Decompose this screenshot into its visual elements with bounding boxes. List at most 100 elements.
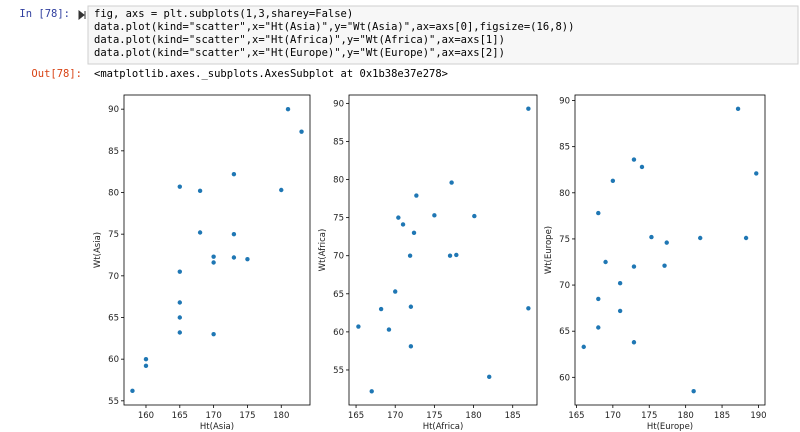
y-tick-label: 70 xyxy=(559,281,570,291)
scatter-point xyxy=(245,256,250,262)
scatter-point xyxy=(197,230,203,235)
y-tick-label: 70 xyxy=(108,272,119,282)
scatter-point xyxy=(631,264,637,269)
scatter-point xyxy=(639,164,645,170)
x-tick-label: 165 xyxy=(172,411,188,421)
y-axis-label: Wt(Asia) xyxy=(93,232,103,268)
scatter-point xyxy=(414,193,419,198)
x-tick-label: 175 xyxy=(239,411,255,421)
scatter-point xyxy=(279,187,284,193)
scatter-point xyxy=(197,188,203,194)
scatter-point xyxy=(177,300,182,305)
x-tick-label: 170 xyxy=(387,411,403,421)
y-tick-label: 85 xyxy=(559,143,570,153)
y-axis-label: Wt(Africa) xyxy=(318,229,328,272)
scatter-point xyxy=(631,340,637,345)
scatter-point xyxy=(143,356,149,362)
scatter-point xyxy=(231,171,237,177)
y-tick-label: 80 xyxy=(108,189,119,199)
scatter-point xyxy=(526,306,531,311)
y-tick-label: 55 xyxy=(333,366,344,376)
axes-frame xyxy=(574,94,766,406)
y-tick-label: 60 xyxy=(559,373,570,383)
y-tick-label: 75 xyxy=(333,214,344,224)
scatter-point xyxy=(408,304,414,309)
axes-frame xyxy=(348,94,538,406)
scatter-point xyxy=(143,363,149,369)
scatter-point xyxy=(610,178,616,184)
y-tick-label: 55 xyxy=(108,397,119,407)
scatter-point xyxy=(698,235,703,241)
axes-frame xyxy=(123,94,311,406)
run-icon[interactable] xyxy=(78,9,86,21)
code-cell xyxy=(87,5,799,65)
x-tick-label: 185 xyxy=(714,411,730,421)
y-tick-label: 75 xyxy=(559,235,570,245)
code-line: data.plot(kind="scatter",x="Ht(Africa)",… xyxy=(94,34,505,46)
scatter-point xyxy=(130,388,135,394)
y-axis-label: Wt(Europe) xyxy=(544,226,554,274)
scatter-point xyxy=(231,255,237,260)
scatter-point xyxy=(596,296,601,302)
x-tick-label: 170 xyxy=(605,411,621,421)
x-axis-label: Ht(Europe) xyxy=(647,422,693,432)
scatter-point xyxy=(177,184,182,189)
y-tick-label: 80 xyxy=(559,189,570,199)
scatter-point xyxy=(411,230,417,236)
x-tick-label: 175 xyxy=(426,411,442,421)
scatter-point xyxy=(526,106,531,111)
scatter-point xyxy=(691,388,696,394)
scatter-point xyxy=(400,222,406,227)
scatter-point xyxy=(754,171,759,176)
y-tick-label: 65 xyxy=(333,290,344,300)
code-line: fig, axs = plt.subplots(1,3,sharey=False… xyxy=(94,8,353,20)
scatter-point xyxy=(177,315,182,320)
y-tick-label: 90 xyxy=(333,99,344,109)
scatter-point xyxy=(393,289,398,294)
y-tick-label: 85 xyxy=(108,147,119,157)
scatter-point xyxy=(454,252,459,258)
scatter-point xyxy=(617,281,623,286)
scatter-point xyxy=(596,325,601,330)
scatter-point xyxy=(631,157,637,162)
scatter-point xyxy=(356,324,361,329)
x-axis-label: Ht(Asia) xyxy=(200,422,234,432)
scatter-point xyxy=(211,331,216,337)
x-tick-label: 185 xyxy=(505,411,521,421)
scatter-point xyxy=(211,260,216,265)
scatter-point xyxy=(299,129,304,134)
scatter-point xyxy=(735,106,741,112)
scatter-point xyxy=(487,374,492,380)
out-prompt: Out[78]: xyxy=(31,68,82,80)
x-axis-label: Ht(Africa) xyxy=(423,422,464,432)
y-tick-label: 60 xyxy=(333,328,344,338)
scatter-point xyxy=(386,327,392,332)
scatter-point xyxy=(285,106,291,112)
x-tick-label: 175 xyxy=(641,411,657,421)
x-tick-label: 170 xyxy=(206,411,222,421)
scatter-point xyxy=(177,269,182,274)
y-tick-label: 65 xyxy=(108,314,119,324)
x-tick-label: 160 xyxy=(138,411,154,421)
scatter-point xyxy=(369,389,374,394)
scatter-point xyxy=(378,306,384,312)
y-tick-label: 80 xyxy=(333,176,344,186)
scatter-point xyxy=(432,213,437,218)
scatter-point xyxy=(743,235,749,241)
code-line: data.plot(kind="scatter",x="Ht(Europe)",… xyxy=(94,47,505,59)
scatter-point xyxy=(596,210,601,216)
y-tick-label: 60 xyxy=(108,355,119,365)
code-line: data.plot(kind="scatter",x="Ht(Asia)",y=… xyxy=(94,21,574,33)
y-tick-label: 90 xyxy=(108,105,119,115)
scatter-point xyxy=(664,240,669,245)
x-tick-label: 180 xyxy=(273,411,289,421)
scatter-point xyxy=(177,330,182,335)
x-tick-label: 180 xyxy=(678,411,694,421)
scatter-point xyxy=(449,180,454,185)
scatter-point xyxy=(603,259,608,265)
scatter-point xyxy=(408,344,414,349)
scatter-point xyxy=(662,263,667,268)
x-tick-label: 180 xyxy=(465,411,481,421)
scatter-point xyxy=(649,234,654,240)
y-tick-label: 70 xyxy=(333,252,344,262)
